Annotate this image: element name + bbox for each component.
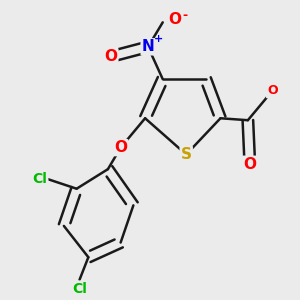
Text: O: O <box>168 12 181 27</box>
Text: O: O <box>104 49 117 64</box>
Text: +: + <box>154 34 163 44</box>
Text: O: O <box>243 157 256 172</box>
Text: Cl: Cl <box>72 282 87 296</box>
Text: O: O <box>267 84 278 98</box>
Text: O: O <box>114 140 127 155</box>
Text: S: S <box>181 147 192 162</box>
Text: -: - <box>182 8 187 22</box>
Text: N: N <box>142 39 154 54</box>
Text: Cl: Cl <box>32 172 47 186</box>
